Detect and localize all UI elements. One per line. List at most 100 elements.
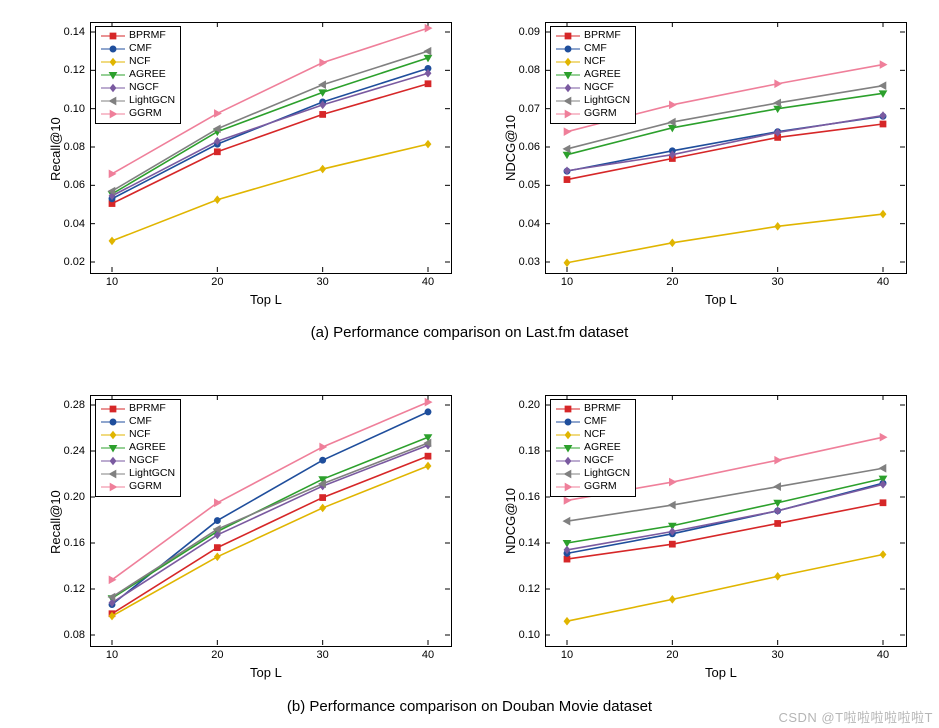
legend-item-ngcf: NGCF	[101, 454, 175, 467]
legend-label: AGREE	[584, 68, 621, 81]
legend-label: LightGCN	[129, 94, 175, 107]
series-marker-ncf	[320, 166, 326, 173]
x-tick-label: 20	[211, 276, 223, 288]
legend-swatch	[101, 416, 125, 428]
y-tick-label: 0.12	[519, 583, 540, 595]
legend-item-lightgcn: LightGCN	[556, 94, 630, 107]
legend-swatch	[556, 43, 580, 55]
legend-item-bprmf: BPRMF	[556, 29, 630, 42]
legend-item-cmf: CMF	[556, 42, 630, 55]
legend-swatch	[101, 442, 125, 454]
x-tick-label: 40	[422, 649, 434, 661]
y-tick-label: 0.14	[519, 537, 540, 549]
series-marker-cmf	[320, 457, 326, 463]
legend-label: GGRM	[584, 480, 617, 493]
figure-root: 10 20 30 40 0.02 0.04 0.06 0.08 0.10 0.12 0.14 Top …	[0, 0, 939, 728]
legend-item-ncf: NCF	[101, 55, 175, 68]
series-marker-lightgcn	[880, 465, 886, 472]
series-marker-ncf	[670, 596, 676, 603]
y-tick-label: 0.08	[64, 629, 85, 641]
legend-swatch	[556, 442, 580, 454]
legend-label: NCF	[584, 55, 606, 68]
series-marker-bprmf	[564, 177, 570, 183]
x-axis-label: Top L	[250, 292, 282, 307]
legend-label: CMF	[584, 42, 607, 55]
legend-item-lightgcn: LightGCN	[101, 94, 175, 107]
legend-item-bprmf: BPRMF	[101, 402, 175, 415]
series-marker-ncf	[775, 573, 781, 580]
legend-label: LightGCN	[584, 94, 630, 107]
legend-label: CMF	[129, 42, 152, 55]
series-marker-bprmf	[564, 556, 570, 562]
legend-label: BPRMF	[129, 402, 166, 415]
x-tick-label: 30	[317, 649, 329, 661]
y-axis-label: NDCG@10	[503, 488, 518, 554]
x-tick-label: 20	[211, 649, 223, 661]
series-marker-lightgcn	[564, 518, 570, 525]
legend-label: NGCF	[129, 81, 159, 94]
panel-a-right: 102030400.030.040.050.060.070.080.09Top …	[545, 22, 905, 272]
x-tick-label: 10	[106, 649, 118, 661]
legend-item-ggrm: GGRM	[556, 480, 630, 493]
y-tick-label: 0.06	[519, 141, 540, 153]
legend-label: BPRMF	[584, 402, 621, 415]
legend-swatch	[101, 468, 125, 480]
legend-label: AGREE	[129, 68, 166, 81]
series-marker-ncf	[564, 618, 570, 625]
legend-swatch	[101, 69, 125, 81]
legend-swatch	[556, 56, 580, 68]
series-marker-ncf	[425, 141, 431, 148]
legend-item-ngcf: NGCF	[556, 81, 630, 94]
legend-swatch	[101, 403, 125, 415]
series-marker-ggrm	[320, 59, 326, 66]
watermark-text: CSDN @T啦啦啦啦啦啦T	[778, 707, 933, 726]
y-tick-label: 0.07	[519, 103, 540, 115]
series-marker-lightgcn	[319, 81, 325, 88]
x-axis-label: Top L	[250, 665, 282, 680]
series-marker-ncf	[425, 462, 431, 469]
legend: BPRMFCMFNCFAGREENGCFLightGCNGGRM	[550, 399, 636, 497]
series-marker-lightgcn	[774, 99, 780, 106]
x-tick-label: 20	[666, 276, 678, 288]
series-marker-lightgcn	[669, 502, 675, 509]
legend-label: NGCF	[584, 454, 614, 467]
legend-item-ncf: NCF	[101, 428, 175, 441]
legend-label: CMF	[129, 415, 152, 428]
legend-item-agree: AGREE	[101, 441, 175, 454]
x-tick-label: 40	[877, 276, 889, 288]
series-marker-cmf	[214, 518, 220, 524]
y-tick-label: 0.02	[64, 256, 85, 268]
y-tick-label: 0.18	[519, 445, 540, 457]
series-marker-lightgcn	[880, 82, 886, 89]
legend-item-ngcf: NGCF	[101, 81, 175, 94]
x-tick-label: 30	[317, 276, 329, 288]
series-marker-bprmf	[425, 81, 431, 87]
series-marker-ncf	[564, 259, 570, 266]
series-marker-bprmf	[214, 545, 220, 551]
legend-swatch	[101, 30, 125, 42]
legend-label: AGREE	[584, 441, 621, 454]
legend-swatch	[556, 403, 580, 415]
series-marker-ncf	[775, 223, 781, 230]
y-tick-label: 0.10	[519, 629, 540, 641]
series-marker-ggrm	[564, 497, 570, 504]
y-tick-label: 0.16	[519, 491, 540, 503]
y-tick-label: 0.04	[64, 218, 85, 230]
legend-item-ggrm: GGRM	[101, 107, 175, 120]
series-marker-ggrm	[215, 110, 221, 117]
legend-label: GGRM	[129, 107, 162, 120]
series-marker-ggrm	[880, 61, 886, 68]
x-axis-label: Top L	[705, 292, 737, 307]
legend-swatch	[556, 429, 580, 441]
legend-item-cmf: CMF	[101, 415, 175, 428]
legend-swatch	[101, 108, 125, 120]
legend-label: NCF	[129, 55, 151, 68]
legend-swatch	[556, 108, 580, 120]
legend-label: NGCF	[584, 81, 614, 94]
y-tick-label: 0.28	[64, 399, 85, 411]
legend-swatch	[556, 95, 580, 107]
series-marker-agree	[564, 152, 571, 158]
series-marker-ggrm	[109, 170, 115, 177]
legend-label: BPRMF	[129, 29, 166, 42]
legend-item-agree: AGREE	[101, 68, 175, 81]
